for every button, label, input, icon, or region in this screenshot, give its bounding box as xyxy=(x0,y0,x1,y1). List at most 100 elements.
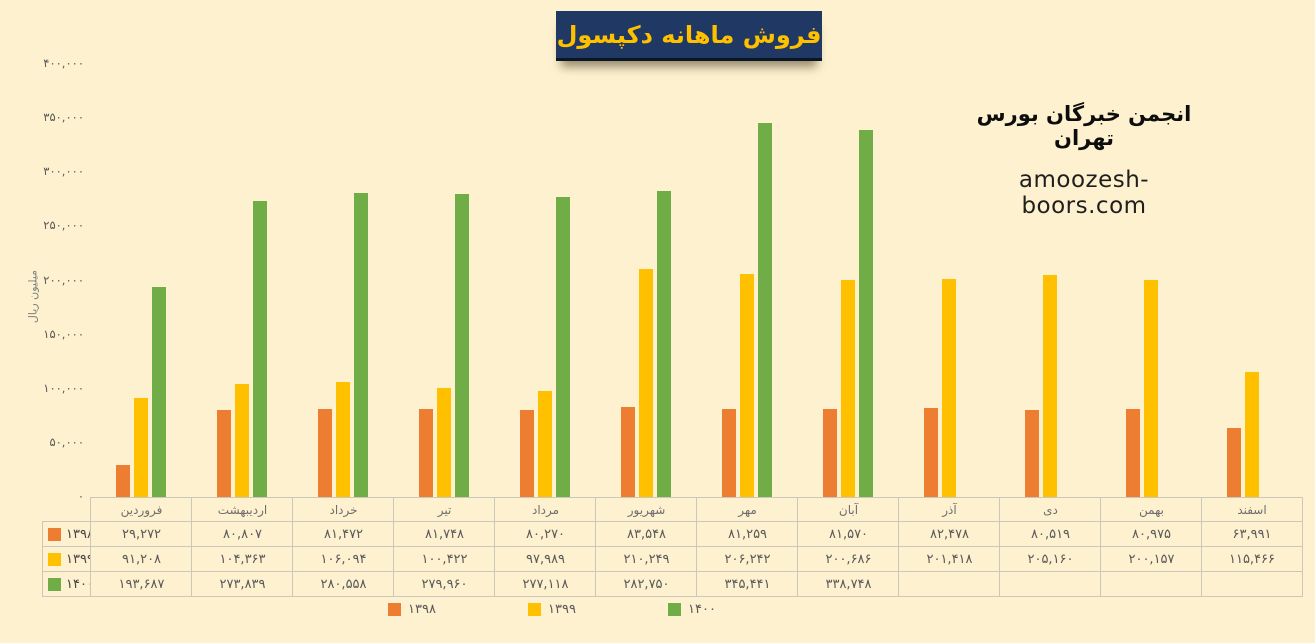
table-value-cell: ۸۲,۴۷۸ xyxy=(898,521,1000,547)
chart-bar xyxy=(317,409,332,497)
table-value-cell: ۱۰۴,۳۶۳ xyxy=(191,546,293,572)
chart-bar xyxy=(353,193,368,497)
y-axis-tick-label: ۱۰۰,۰۰۰ xyxy=(43,380,84,395)
chart-bar xyxy=(555,197,570,497)
month-header-cell: دی xyxy=(999,497,1101,522)
chart-bar xyxy=(1125,409,1140,497)
chart-bar xyxy=(721,409,736,497)
chart-bar xyxy=(840,280,855,497)
chart-bar xyxy=(1244,372,1259,497)
table-value-cell: ۳۳۸,۷۴۸ xyxy=(797,571,899,597)
series-year-label: ۱۴۰۰ xyxy=(66,576,91,592)
table-value-cell: ۲۸۰,۵۵۸ xyxy=(292,571,394,597)
table-value-cell: ۲۰۰,۱۵۷ xyxy=(1100,546,1202,572)
table-value-cell: ۲۰۰,۶۸۶ xyxy=(797,546,899,572)
legend-item-label: ۱۳۹۸ xyxy=(408,601,436,617)
chart-bar xyxy=(519,410,534,497)
chart-bar xyxy=(638,269,653,497)
legend-item-label: ۱۴۰۰ xyxy=(688,601,716,617)
month-header-cell: بهمن xyxy=(1100,497,1202,522)
chart-bar xyxy=(436,388,451,497)
legend-key-icon xyxy=(388,602,401,616)
month-header-cell: فروردین xyxy=(90,497,192,522)
y-axis-tick-label: ۱۵۰,۰۰۰ xyxy=(43,326,84,341)
org-name-text: انجمن خبرگان بورس تهران xyxy=(976,102,1192,150)
table-value-cell xyxy=(898,571,1000,597)
month-header-cell: شهریور xyxy=(595,497,697,522)
month-header-cell: مهر xyxy=(696,497,798,522)
table-value-cell: ۲۱۰,۲۴۹ xyxy=(595,546,697,572)
legend-key-icon xyxy=(528,602,541,616)
chart-bar xyxy=(1042,275,1057,497)
legend-item-label: ۱۳۹۹ xyxy=(548,601,576,617)
legend-key-icon xyxy=(668,602,681,616)
legend-key-icon xyxy=(48,528,61,541)
brand-block: انجمن خبرگان بورس تهران amoozesh-boors.c… xyxy=(958,102,1210,219)
chart-bar xyxy=(1024,410,1039,497)
series-year-label: ۱۳۹۹ xyxy=(66,552,91,567)
y-axis-tick-label: ۰ xyxy=(77,489,84,503)
series-label-cell: ۱۴۰۰ xyxy=(42,571,91,597)
website-text: amoozesh-boors.com xyxy=(1018,167,1150,219)
table-value-cell: ۸۰,۲۷۰ xyxy=(494,521,596,547)
table-value-cell: ۸۱,۴۷۲ xyxy=(292,521,394,547)
chart-title-box: فروش ماهانه دکپسول xyxy=(556,11,822,61)
chart-bar xyxy=(115,465,130,497)
y-axis-tick-label: ۳۰۰,۰۰۰ xyxy=(43,164,84,179)
chart-bar xyxy=(858,130,873,497)
chart-bar xyxy=(656,191,671,497)
table-value-cell: ۳۴۵,۴۴۱ xyxy=(696,571,798,597)
series-year-label: ۱۳۹۸ xyxy=(66,527,91,542)
month-header-cell: آبان xyxy=(797,497,899,522)
month-header-cell: اردیبهشت xyxy=(191,497,293,522)
table-value-cell: ۸۱,۵۷۰ xyxy=(797,521,899,547)
y-axis-tick-label: ۲۰۰,۰۰۰ xyxy=(43,272,84,287)
table-value-cell xyxy=(999,571,1101,597)
table-value-cell xyxy=(1201,571,1303,597)
table-value-cell: ۲۰۵,۱۶۰ xyxy=(999,546,1101,572)
table-value-cell: ۲۸۲,۷۵۰ xyxy=(595,571,697,597)
table-value-cell: ۸۱,۲۵۹ xyxy=(696,521,798,547)
chart-bar xyxy=(822,409,837,497)
series-label-cell: ۱۳۹۸ xyxy=(42,521,91,547)
chart-bar xyxy=(418,409,433,497)
month-header-cell: تیر xyxy=(393,497,495,522)
table-value-cell: ۲۰۱,۴۱۸ xyxy=(898,546,1000,572)
table-value-cell: ۸۳,۵۴۸ xyxy=(595,521,697,547)
table-value-cell: ۸۰,۸۰۷ xyxy=(191,521,293,547)
table-value-cell: ۲۹,۲۷۲ xyxy=(90,521,192,547)
chart-bar xyxy=(252,201,267,497)
series-label-cell: ۱۳۹۹ xyxy=(42,546,91,572)
chart-bar xyxy=(151,287,166,497)
month-header-cell: اسفند xyxy=(1201,497,1303,522)
chart-bar xyxy=(537,391,552,497)
table-value-cell: ۲۷۹,۹۶۰ xyxy=(393,571,495,597)
chart-bar xyxy=(454,194,469,497)
chart-legend: ۱۳۹۸ ۱۳۹۹ ۱۴۰۰ xyxy=(0,600,1315,620)
chart-bar xyxy=(1226,428,1241,497)
y-axis-tick-label: ۳۵۰,۰۰۰ xyxy=(43,110,84,125)
chart-bar xyxy=(620,407,635,497)
chart-bar xyxy=(216,410,231,497)
chart-bar xyxy=(133,398,148,497)
chart-bar xyxy=(335,382,350,497)
chart-bar xyxy=(923,408,938,497)
chart-bar xyxy=(757,123,772,497)
table-value-cell: ۱۱۵,۴۶۶ xyxy=(1201,546,1303,572)
table-value-cell: ۱۰۰,۴۲۲ xyxy=(393,546,495,572)
table-value-cell xyxy=(1100,571,1202,597)
table-value-cell: ۸۱,۷۴۸ xyxy=(393,521,495,547)
y-axis-tick-label: ۵۰,۰۰۰ xyxy=(49,434,84,449)
chart-bar xyxy=(739,274,754,497)
chart-bar xyxy=(234,384,249,497)
legend-item: ۱۴۰۰ xyxy=(668,600,716,618)
y-axis-tick-label: ۲۵۰,۰۰۰ xyxy=(43,218,84,233)
chart-title: فروش ماهانه دکپسول xyxy=(556,20,822,49)
month-header-cell: خرداد xyxy=(292,497,394,522)
table-value-cell: ۹۱,۲۰۸ xyxy=(90,546,192,572)
legend-item: ۱۳۹۸ xyxy=(388,600,436,618)
month-header-cell: آذر xyxy=(898,497,1000,522)
legend-key-icon xyxy=(48,553,61,566)
legend-key-icon xyxy=(48,577,61,591)
